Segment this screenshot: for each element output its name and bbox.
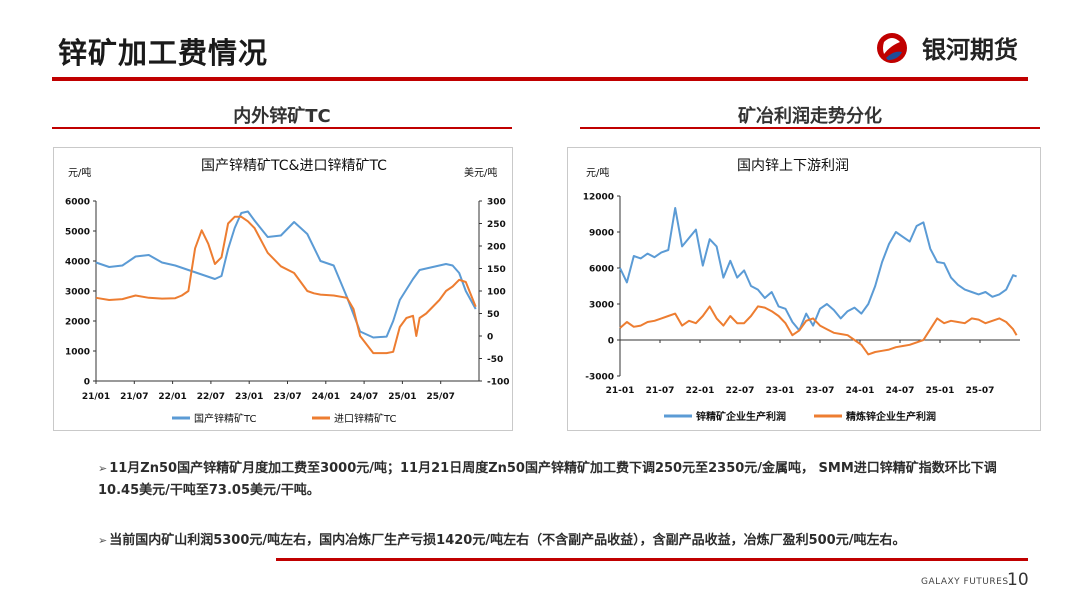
x-tick-label: 21-01 xyxy=(606,386,635,396)
y-tick-label: 0 xyxy=(608,337,614,347)
x-tick-label: 25/07 xyxy=(427,392,455,402)
x-tick-label: 24-01 xyxy=(846,386,875,396)
y-tick-label: 5000 xyxy=(65,228,90,238)
x-tick-label: 22-07 xyxy=(726,386,755,396)
y2-tick-label: 50 xyxy=(487,310,500,320)
profit-legend: 锌精矿企业生产利润 精炼锌企业生产利润 xyxy=(664,410,936,423)
y-tick-label: 3000 xyxy=(589,301,614,311)
y2-tick-label: 200 xyxy=(487,243,506,253)
y2-tick-label: 300 xyxy=(487,198,506,208)
profit-chart-box: 国内锌上下游利润 元/吨 12000 9000 6000 3000 0 -3000 21-0… xyxy=(567,147,1041,431)
x-tick-label: 21-07 xyxy=(646,386,675,396)
note-2: ➢ 当前国内矿山利润5300元/吨左右，国内冶炼厂生产亏损1420元/吨左右（不含… xyxy=(98,530,1018,552)
tc-chart-title: 国产锌精矿TC&进口锌精矿TC xyxy=(201,158,387,174)
x-tick-label: 23/07 xyxy=(273,392,301,402)
x-tick-label: 25-07 xyxy=(966,386,995,396)
series-line-1 xyxy=(95,210,477,339)
logo-text: 银河期货 xyxy=(922,36,1018,64)
bullet-arrow-icon: ➢ xyxy=(98,534,108,547)
right-section-rule xyxy=(580,127,1040,129)
galaxy-logo-icon xyxy=(877,33,907,63)
y2-tick-label: -100 xyxy=(487,378,510,388)
note-1: ➢ 11月Zn50国产锌精矿月度加工费至3000元/吨；11月21日周度Zn50国… xyxy=(98,458,1018,502)
series-line-2 xyxy=(619,305,1018,356)
profit-chart-title: 国内锌上下游利润 xyxy=(737,158,849,174)
x-tick-label: 23/01 xyxy=(235,392,263,402)
y-tick-label: 3000 xyxy=(65,288,90,298)
y2-tick-label: 100 xyxy=(487,288,506,298)
x-tick-label: 22/07 xyxy=(197,392,225,402)
y2-tick-label: 250 xyxy=(487,220,506,230)
tc-legend-import: 进口锌精矿TC xyxy=(334,412,397,425)
x-tick-label: 23-01 xyxy=(766,386,795,396)
x-tick-label: 22/01 xyxy=(158,392,186,402)
tc-legend-domestic: 国产锌精矿TC xyxy=(194,412,257,425)
y-tick-label: 6000 xyxy=(589,265,614,275)
x-tick-label: 24/01 xyxy=(312,392,340,402)
profit-unit: 元/吨 xyxy=(586,166,609,179)
page-title: 锌矿加工费情况 xyxy=(58,36,269,70)
x-tick-label: 23-07 xyxy=(806,386,835,396)
x-tick-label: 25/01 xyxy=(388,392,416,402)
x-tick-label: 21/07 xyxy=(120,392,148,402)
y-tick-label: 0 xyxy=(84,378,90,388)
right-section-title: 矿冶利润走势分化 xyxy=(738,106,882,127)
y-tick-label: 12000 xyxy=(583,193,614,203)
y2-tick-label: -50 xyxy=(487,355,503,365)
left-section-title: 内外锌矿TC xyxy=(233,106,331,127)
footer-rule xyxy=(276,558,1028,561)
tc-right-unit: 美元/吨 xyxy=(464,166,497,179)
header-rule xyxy=(52,77,1028,81)
y2-tick-label: 150 xyxy=(487,265,506,275)
y-tick-label: 2000 xyxy=(65,318,90,328)
note-1-text: 11月Zn50国产锌精矿月度加工费至3000元/吨；11月21日周度Zn50国产… xyxy=(98,461,997,498)
y2-tick-label: 0 xyxy=(487,333,493,343)
page-number: 10 xyxy=(1007,570,1029,590)
logo-swoosh-top xyxy=(883,38,900,54)
x-tick-label: 21/01 xyxy=(82,392,110,402)
y-tick-label: 9000 xyxy=(589,229,614,239)
y-tick-label: 6000 xyxy=(65,198,90,208)
bullet-arrow-icon: ➢ xyxy=(98,462,108,475)
profit-chart: 国内锌上下游利润 元/吨 12000 9000 6000 3000 0 -3000 21-0… xyxy=(583,158,1020,423)
y-tick-label: -3000 xyxy=(585,373,614,383)
y-tick-label: 1000 xyxy=(65,348,90,358)
tc-chart: 国产锌精矿TC&进口锌精矿TC 元/吨 美元/吨 600050004000300… xyxy=(65,158,510,425)
tc-left-unit: 元/吨 xyxy=(68,166,91,179)
x-tick-label: 24/07 xyxy=(350,392,378,402)
x-tick-label: 22-01 xyxy=(686,386,715,396)
series-line-1 xyxy=(619,207,1017,332)
x-tick-label: 24-07 xyxy=(886,386,915,396)
profit-legend-mine: 锌精矿企业生产利润 xyxy=(696,410,786,423)
profit-legend-smelter: 精炼锌企业生产利润 xyxy=(846,410,936,423)
logo-swoosh-bottom xyxy=(886,51,902,60)
tc-chart-box: 国产锌精矿TC&进口锌精矿TC 元/吨 美元/吨 6000 5000 4000 300… xyxy=(53,147,513,431)
y-tick-label: 4000 xyxy=(65,258,90,268)
series-line-2 xyxy=(95,215,477,355)
tc-legend: 国产锌精矿TC 进口锌精矿TC xyxy=(172,412,397,425)
footer-brand: GALAXY FUTURES xyxy=(921,577,1009,587)
left-section-rule xyxy=(52,127,512,129)
x-tick-label: 25-01 xyxy=(926,386,955,396)
note-2-text: 当前国内矿山利润5300元/吨左右，国内冶炼厂生产亏损1420元/吨左右（不含副… xyxy=(109,533,906,548)
